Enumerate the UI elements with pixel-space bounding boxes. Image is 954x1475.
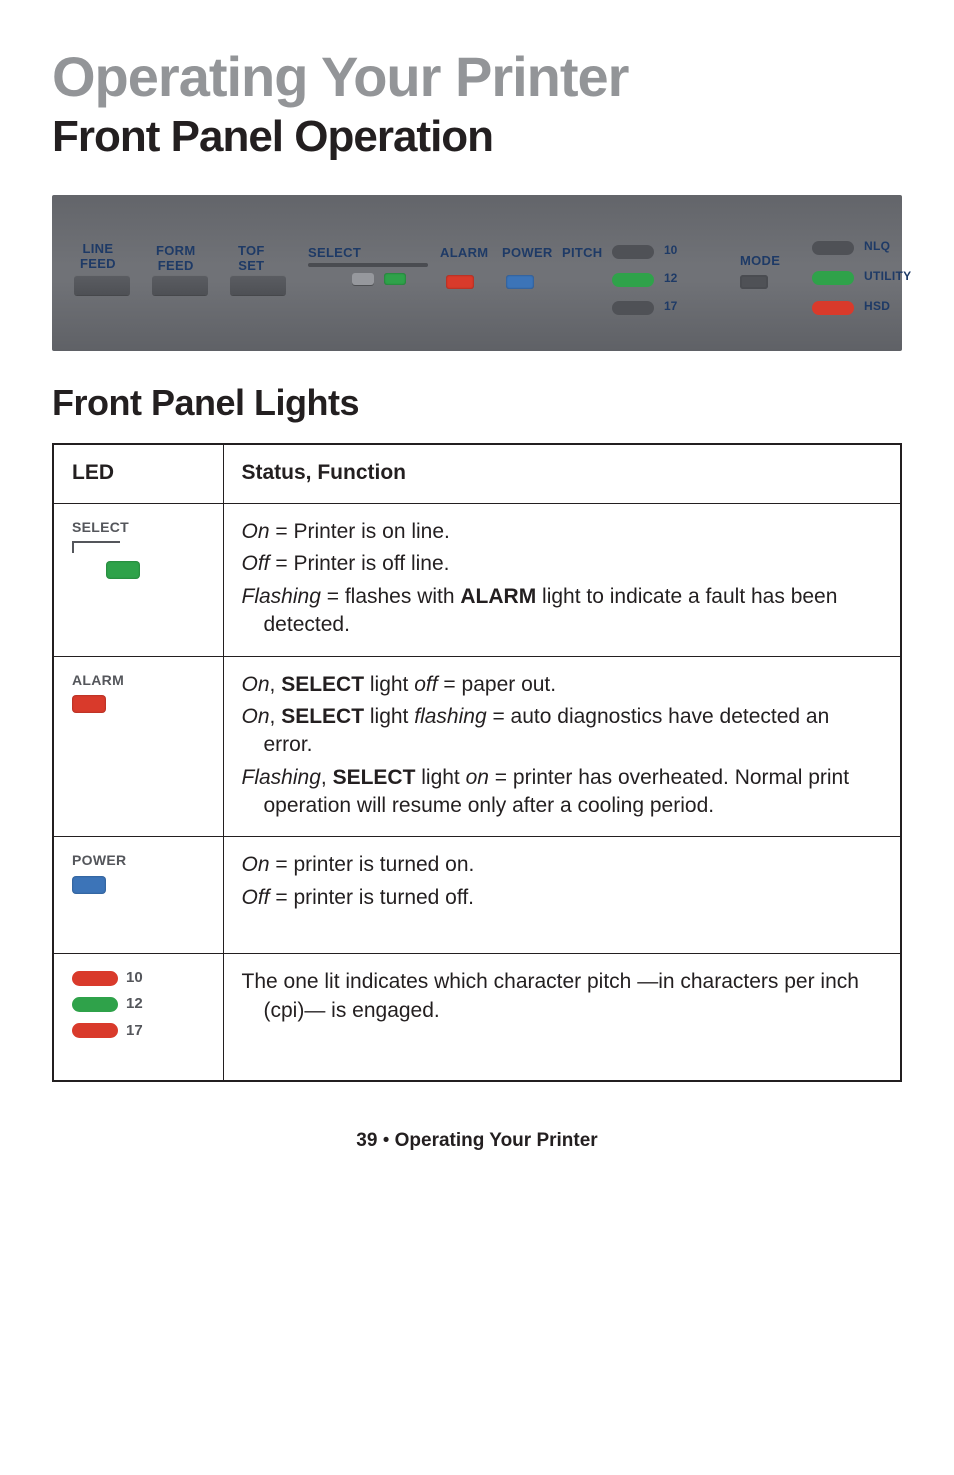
page-footer: 39 • Operating Your Printer — [52, 1130, 902, 1152]
pitch-icon-pill-17 — [72, 1023, 118, 1038]
page-number: 39 — [356, 1130, 377, 1151]
mode-label-hsd: HSD — [864, 299, 890, 313]
status-line: Flashing = flashes with ALARM light to i… — [242, 583, 883, 640]
panel-button-2 — [230, 275, 286, 295]
status-line: On = Printer is on line. — [242, 518, 883, 546]
panel-label-pitch: PITCH — [562, 245, 603, 260]
led-icon-cell-alarm: ALARM — [53, 656, 223, 837]
mode-label-utility: UTILITY — [864, 269, 911, 283]
table-row: 10 12 17 The one lit indicates which charac… — [53, 954, 901, 1082]
mode-label-nlq: NLQ — [864, 239, 890, 253]
status-cell: On = Printer is on line. Off = Printer is… — [223, 504, 901, 656]
power-icon-led — [72, 876, 106, 894]
pitch-icon-pill-12 — [72, 997, 118, 1012]
mode-pill-nlq — [812, 241, 854, 255]
led-icon-cell-pitch: 10 12 17 — [53, 954, 223, 1082]
select-icon-label: SELECT — [72, 518, 182, 537]
pitch-icon-num-17: 17 — [126, 1021, 143, 1041]
status-line: Off = Printer is off line. — [242, 550, 883, 578]
table-row: ALARMOn, SELECT light off = paper out.On… — [53, 656, 901, 837]
panel-label-line_feed: LINE FEED — [80, 241, 116, 271]
mode-pill-hsd — [812, 301, 854, 315]
table-row: SELECT On = Printer is on line. Off = Prin… — [53, 504, 901, 656]
mode-led — [740, 275, 768, 289]
select-icon-led — [106, 561, 140, 579]
power-led — [506, 275, 534, 289]
section-heading: Front Panel Lights — [52, 383, 902, 423]
chapter-title: Operating Your Printer — [52, 48, 902, 107]
pitch-pill-17 — [612, 301, 654, 315]
status-cell: On, SELECT light off = paper out. On, SEL… — [223, 656, 901, 837]
status-line: On, SELECT light off = paper out. — [242, 671, 883, 699]
pitch-pill-10 — [612, 245, 654, 259]
status-line: On, SELECT light flashing = auto diagnos… — [242, 703, 883, 760]
printer-front-panel-illustration: LINE FEED FORM FEED TOF SET SELECT ALARM POWE… — [52, 195, 902, 351]
select-led — [384, 273, 406, 285]
footer-title: Operating Your Printer — [395, 1130, 598, 1151]
alarm-icon-led — [72, 695, 106, 713]
panel-label-mode: MODE — [740, 253, 780, 268]
table-header-status: Status, Function — [223, 444, 901, 504]
select-icon-tail — [72, 541, 120, 553]
pitch-pill-12 — [612, 273, 654, 287]
panel-button-0 — [74, 275, 130, 295]
pitch-num-12: 12 — [664, 271, 677, 285]
pitch-icon-num-12: 12 — [126, 994, 143, 1014]
pitch-num-17: 17 — [664, 299, 677, 313]
pitch-num-10: 10 — [664, 243, 677, 257]
mode-pill-utility — [812, 271, 854, 285]
status-line: Off = printer is turned off. — [242, 884, 883, 912]
table-header-led: LED — [53, 444, 223, 504]
status-line: The one lit indicates which character pi… — [242, 968, 883, 1025]
footer-sep: • — [377, 1130, 394, 1151]
alarm-icon-label: ALARM — [72, 671, 182, 690]
led-icon-cell-select: SELECT — [53, 504, 223, 656]
panel-label-select: SELECT — [308, 245, 361, 260]
panel-label-power: POWER — [502, 245, 553, 260]
pitch-icon-pill-10 — [72, 971, 118, 986]
status-cell: The one lit indicates which character pi… — [223, 954, 901, 1082]
page-title: Front Panel Operation — [52, 113, 902, 161]
pitch-icon-num-10: 10 — [126, 968, 143, 988]
panel-label-tof_set: TOF SET — [238, 243, 265, 273]
power-icon-label: POWER — [72, 851, 182, 870]
panel-label-form_feed: FORM FEED — [156, 243, 195, 273]
table-row: POWER On = printer is turned on. Off = pri… — [53, 837, 901, 954]
status-cell: On = printer is turned on. Off = printer … — [223, 837, 901, 954]
select-slider-knob — [352, 273, 374, 285]
status-line: On = printer is turned on. — [242, 851, 883, 879]
status-line: Flashing, SELECT light on = printer has … — [242, 764, 883, 821]
led-icon-cell-power: POWER — [53, 837, 223, 954]
panel-label-alarm: ALARM — [440, 245, 488, 260]
select-slider-track — [308, 263, 428, 267]
alarm-led — [446, 275, 474, 289]
led-status-table: LED Status, Function SELECT On = Printer … — [52, 443, 902, 1082]
panel-button-1 — [152, 275, 208, 295]
